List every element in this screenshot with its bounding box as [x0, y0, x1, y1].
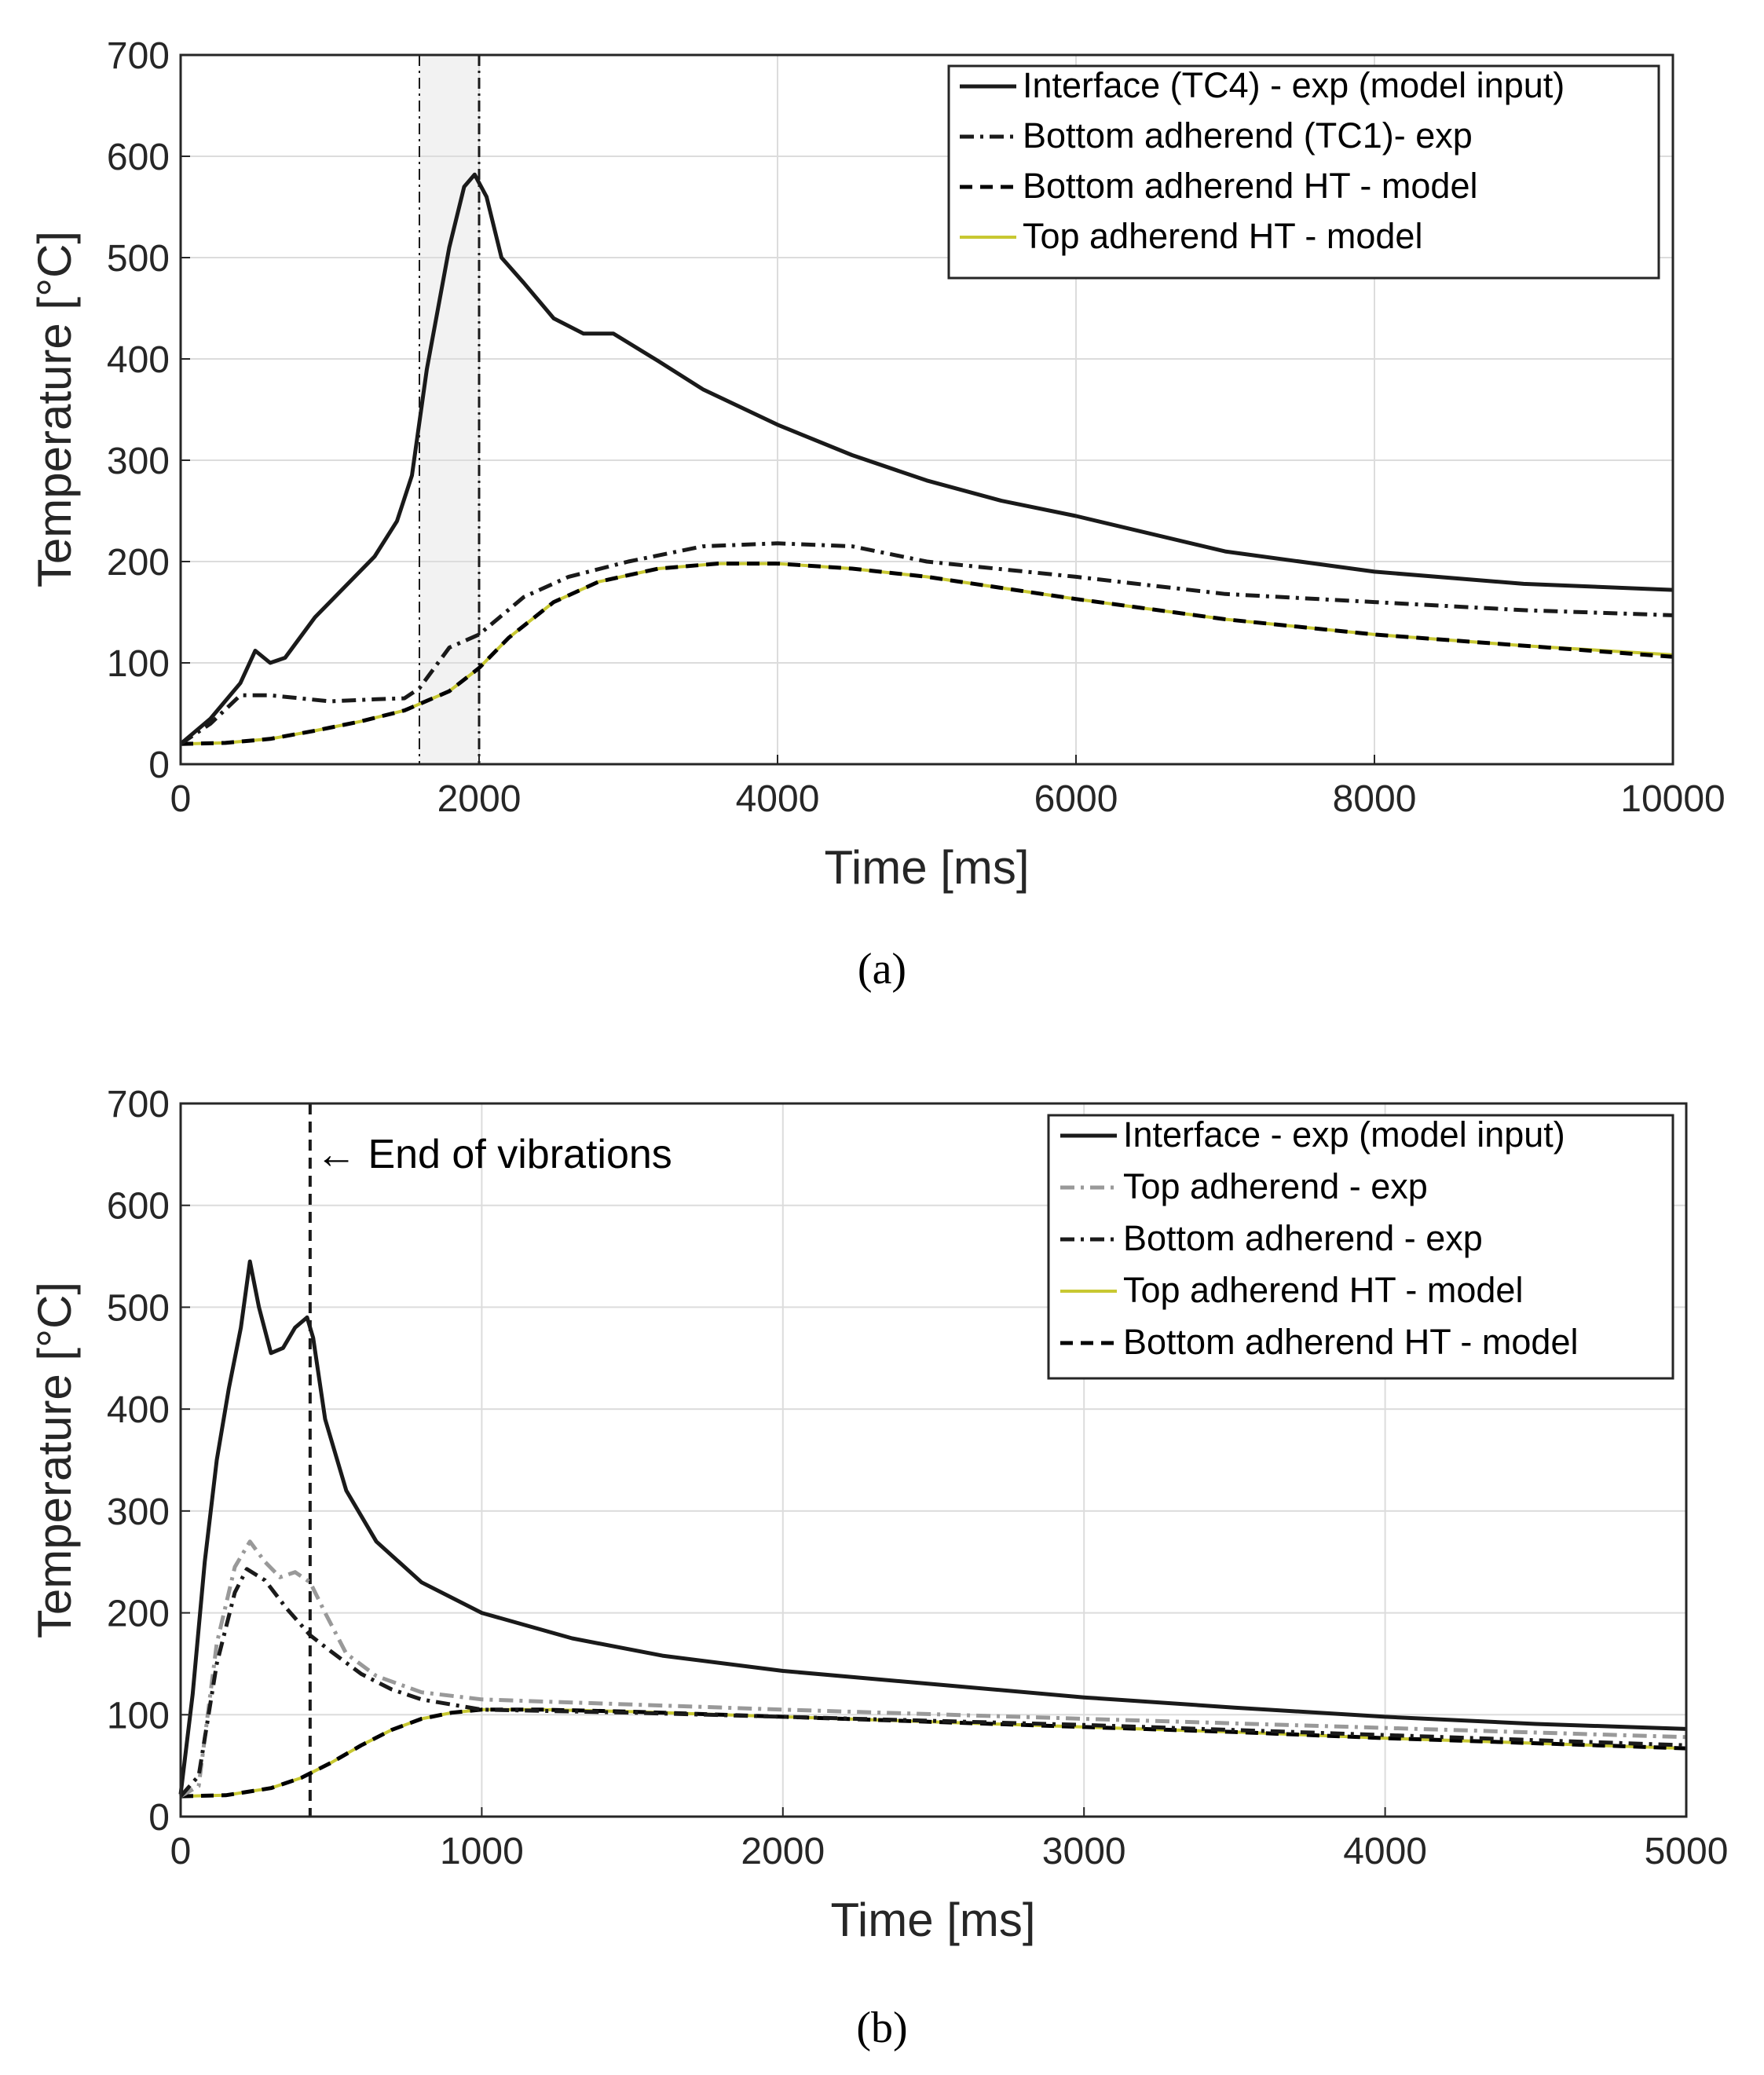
legend-box-b: [1047, 1114, 1674, 1380]
y-tick-labels-b: 0 100 200 300 400 500 600 700: [107, 1084, 190, 1839]
x-axis-label-a: Time [ms]: [824, 841, 1029, 894]
y-tick-label: 0: [148, 745, 170, 786]
legend-entry: Top adherend - exp: [1123, 1166, 1428, 1206]
x-tick-label: 5000: [1645, 1831, 1729, 1872]
legend-entry: Interface (TC4) - exp (model input): [1023, 65, 1565, 105]
y-tick-label: 500: [107, 238, 170, 280]
y-tick-label: 700: [107, 35, 170, 77]
y-axis-label-a: Temperature [°C]: [28, 231, 81, 587]
y-tick-label: 500: [107, 1287, 170, 1329]
legend-entry: Interface - exp (model input): [1123, 1114, 1565, 1155]
y-tick-labels-a: 0 100 200 300 400 500 600 700: [107, 35, 190, 786]
y-tick-label: 400: [107, 1389, 170, 1431]
series-line-top-adherend-exp: [179, 1539, 1687, 1799]
caption-a: (a): [858, 945, 906, 994]
y-tick-label: 600: [107, 137, 170, 178]
legend-entry: Top adherend HT - model: [1023, 216, 1422, 256]
legend-box-a: [947, 64, 1660, 280]
legend-entry: Bottom adherend HT - model: [1023, 166, 1477, 206]
y-axis-label-b: Temperature [°C]: [28, 1282, 81, 1638]
x-tick-label: 1000: [440, 1831, 524, 1872]
x-tick-label: 8000: [1333, 778, 1417, 820]
series-line-bottom-adherend-ht-model: [180, 562, 1674, 746]
legend-entry: Top adherend HT - model: [1123, 1270, 1523, 1310]
axes-box-a: [179, 53, 1674, 766]
x-axis-label-b: Time [ms]: [830, 1894, 1035, 1946]
x-tick-label: 0: [170, 1831, 192, 1872]
legend-entry: Bottom adherend HT - model: [1123, 1322, 1578, 1362]
y-tick-label: 200: [107, 1594, 170, 1635]
end-of-vibrations-annotation: ← End of vibrations: [316, 1132, 672, 1177]
legend-entry: Bottom adherend - exp: [1123, 1218, 1483, 1258]
x-tick-label: 6000: [1034, 778, 1118, 820]
x-tick-label: 4000: [736, 778, 820, 820]
y-tick-label: 600: [107, 1186, 170, 1228]
x-tick-labels-a: 0 2000 4000 6000 8000 10000: [170, 755, 1726, 820]
x-tick-label: 2000: [741, 1831, 825, 1872]
panel-b: 0 1000 2000 3000 4000 5000 0 100 200 300 400 500 60…: [28, 1084, 1728, 2052]
series-line-interface-exp-model-input: [178, 1259, 1687, 1795]
panel-a: 0 2000 4000 6000 8000 10000 0 100 200 300 400 500 6…: [28, 35, 1726, 994]
series-line-interface-tc4-exp-model-input: [179, 172, 1674, 746]
y-tick-label: 300: [107, 441, 170, 482]
series-group-b: [178, 1259, 1687, 1799]
legend-entry: Bottom adherend (TC1)- exp: [1023, 115, 1473, 156]
series-line-bottom-adherend-tc1-exp: [179, 541, 1674, 746]
x-tick-label: 4000: [1343, 1831, 1427, 1872]
series-line-bottom-adherend-exp: [179, 1567, 1687, 1798]
y-tick-label: 0: [148, 1797, 170, 1839]
y-tick-label: 400: [107, 339, 170, 381]
series-group-a: [179, 172, 1674, 746]
x-tick-label: 3000: [1042, 1831, 1126, 1872]
caption-b: (b): [856, 2004, 907, 2052]
x-tick-label: 2000: [437, 778, 522, 820]
shaded-band-a: [419, 55, 479, 764]
y-tick-label: 200: [107, 542, 170, 584]
y-tick-label: 100: [107, 643, 170, 685]
y-tick-label: 700: [107, 1084, 170, 1125]
x-tick-labels-b: 0 1000 2000 3000 4000 5000: [170, 1807, 1729, 1872]
axes-box-b: [179, 1102, 1688, 1818]
legend-a: Interface (TC4) - exp (model input) Botto…: [947, 64, 1660, 280]
series-line-bottom-adherend-ht-model: [180, 1707, 1687, 1799]
band-lines-a: [419, 55, 481, 764]
x-tick-label: 0: [170, 778, 192, 820]
y-tick-label: 100: [107, 1695, 170, 1736]
x-tick-label: 10000: [1620, 778, 1725, 820]
y-tick-label: 300: [107, 1491, 170, 1533]
legend-b: Interface - exp (model input) Top adheren…: [1047, 1114, 1674, 1380]
